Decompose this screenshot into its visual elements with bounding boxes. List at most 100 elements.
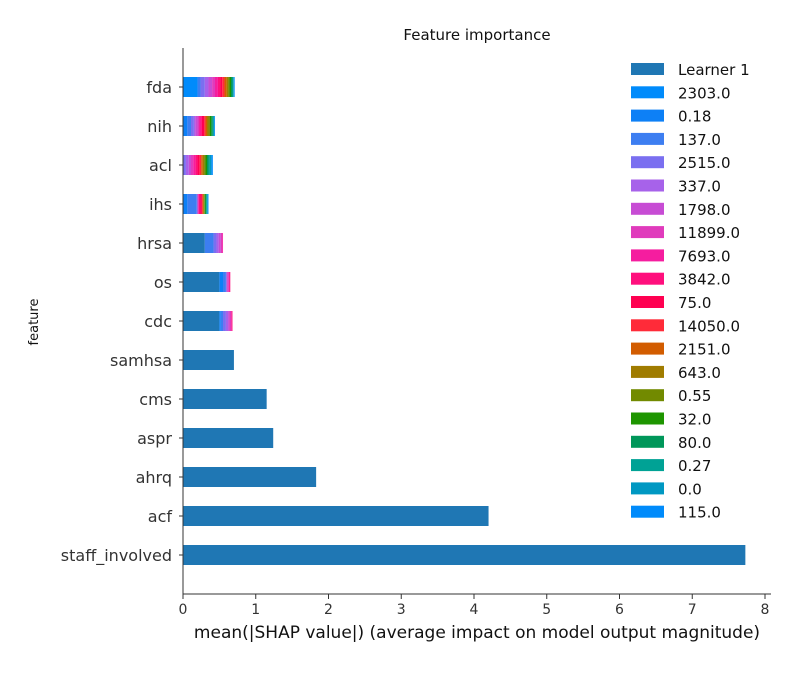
legend-label-4: 2515.0 [678, 154, 731, 172]
legend-swatch-11 [631, 319, 664, 332]
bar-ahrq-series-0 [183, 467, 317, 487]
bar-acl-series-8 [193, 155, 196, 175]
legend-label-7: 11899.0 [678, 224, 740, 242]
y-tick-label-ihs: ihs [149, 195, 172, 214]
bar-nih-series-3 [187, 116, 192, 136]
legend-swatch-2 [631, 109, 664, 122]
bar-acl-series-9 [195, 155, 198, 175]
y-tick-label-os: os [154, 273, 172, 292]
bar-fda-series-6 [208, 77, 213, 97]
bar-nih-series-18 [213, 116, 215, 136]
legend-label-19: 115.0 [678, 504, 721, 522]
legend-label-2: 0.18 [678, 108, 711, 126]
bar-samhsa-series-0 [183, 350, 234, 370]
bar-cdc-series-8 [231, 311, 232, 331]
legend-swatch-6 [631, 202, 664, 215]
bar-nih-series-13 [207, 116, 209, 136]
bar-nih-series-7 [197, 116, 200, 136]
bar-ihs-series-3 [187, 194, 197, 214]
bar-ihs-series-19 [207, 194, 209, 214]
legend-label-13: 643.0 [678, 364, 721, 382]
bar-fda-series-14 [228, 77, 230, 97]
bar-fda-series-1 [183, 77, 198, 97]
legend-label-11: 14050.0 [678, 317, 740, 335]
y-tick-label-acf: acf [148, 507, 173, 526]
legend-swatch-13 [631, 365, 664, 378]
bar-aspr-series-0 [183, 428, 274, 448]
x-tick-label-8: 8 [761, 602, 770, 618]
bar-nih-series-4 [191, 116, 194, 136]
bar-acl-series-5 [185, 155, 189, 175]
legend-label-10: 75.0 [678, 294, 711, 312]
legend-swatch-18 [631, 482, 664, 495]
bar-ihs-series-4 [196, 194, 198, 214]
legend-label-14: 0.55 [678, 387, 711, 405]
legend-swatch-9 [631, 272, 664, 285]
bar-fda-series-18 [233, 77, 234, 97]
y-tick-label-fda: fda [146, 78, 172, 97]
legend-label-6: 1798.0 [678, 201, 731, 219]
bar-nih-series-11 [204, 116, 206, 136]
bar-os-series-2 [219, 272, 224, 292]
chart-title: Feature importance [403, 26, 550, 44]
y-tick-label-staff_involved: staff_involved [61, 546, 172, 566]
legend-label-18: 0.0 [678, 480, 702, 498]
bar-cdc-series-0 [183, 311, 220, 331]
x-tick-label-0: 0 [179, 602, 188, 618]
legend-swatch-0 [631, 63, 664, 75]
y-tick-label-aspr: aspr [137, 429, 172, 448]
x-tick-label-2: 2 [324, 602, 333, 618]
bar-acl-series-4 [183, 155, 186, 175]
bar-os-series-8 [228, 272, 230, 292]
bar-cms-series-0 [183, 389, 267, 409]
bar-os-series-4 [225, 272, 227, 292]
bar-nih-series-14 [208, 116, 210, 136]
bar-acl-series-17 [208, 155, 210, 175]
bar-os-series-3 [223, 272, 226, 292]
legend-label-17: 0.27 [678, 457, 711, 475]
bar-nih-series-6 [195, 116, 198, 136]
bar-nih-series-17 [212, 116, 214, 136]
bar-ihs-series-13 [203, 194, 205, 214]
x-tick-label-4: 4 [470, 602, 479, 618]
bar-acl-series-19 [211, 155, 213, 175]
legend-swatch-4 [631, 156, 664, 169]
legend-swatch-7 [631, 226, 664, 239]
bar-fda-series-13 [226, 77, 229, 97]
legend-label-3: 137.0 [678, 131, 721, 149]
bar-fda-series-8 [215, 77, 218, 97]
bar-nih-series-15 [209, 116, 212, 136]
bar-nih-series-9 [200, 116, 202, 136]
legend-label-8: 7693.0 [678, 247, 731, 265]
bar-fda-series-11 [222, 77, 225, 97]
bar-fda-series-5 [204, 77, 209, 97]
y-tick-label-cdc: cdc [144, 312, 172, 331]
bar-acl-series-11 [199, 155, 202, 175]
bar-fda-series-4 [200, 77, 205, 97]
legend-swatch-17 [631, 459, 664, 472]
bar-fda-series-17 [232, 77, 234, 97]
bar-fda-series-16 [231, 77, 233, 97]
bar-fda-series-9 [217, 77, 221, 97]
bar-hrsa-series-6 [218, 233, 221, 253]
bar-os-series-9 [229, 272, 231, 292]
bar-nih-series-12 [205, 116, 208, 136]
x-tick-label-7: 7 [688, 602, 697, 618]
bar-acl-series-13 [202, 155, 205, 175]
legend: Learner 1 2303.0 0.18 137.0 2515.0 337.0 1798.… [631, 61, 750, 522]
legend-swatch-19 [631, 505, 664, 518]
bar-acl-series-14 [204, 155, 206, 175]
legend-swatch-1 [631, 86, 664, 99]
bar-hrsa-series-7 [220, 233, 223, 253]
bar-nih-series-8 [199, 116, 201, 136]
bar-os-series-7 [227, 272, 229, 292]
bar-fda-series-12 [224, 77, 227, 97]
legend-swatch-16 [631, 435, 664, 448]
legend-label-16: 80.0 [678, 434, 711, 452]
bar-nih-series-2 [183, 116, 188, 136]
bar-nih-series-10 [201, 116, 205, 136]
legend-label-5: 337.0 [678, 178, 721, 196]
y-tick-label-nih: nih [147, 117, 172, 136]
